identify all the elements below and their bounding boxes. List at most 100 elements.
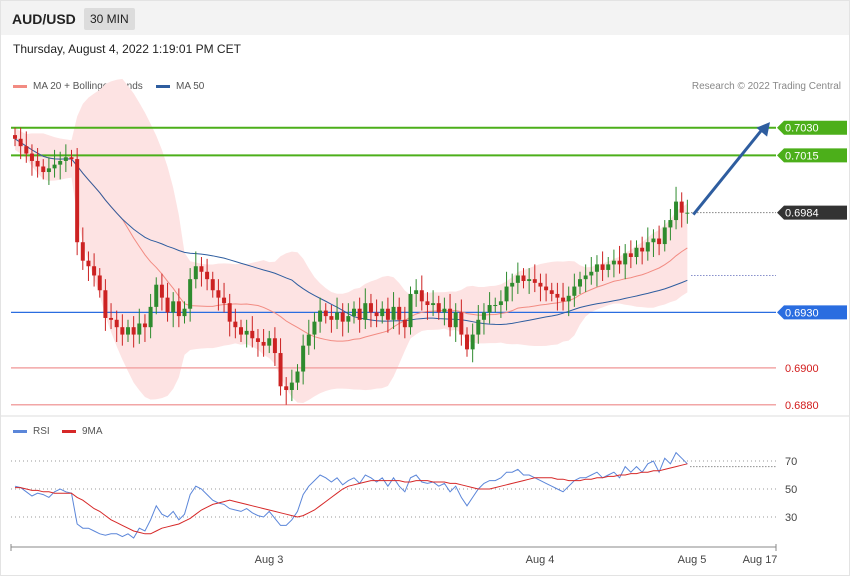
candle [380,301,385,324]
forecast-arrow-head [756,122,770,137]
candle [46,157,51,185]
candle [391,292,396,330]
candle [651,229,656,257]
candle-body [487,305,492,313]
candle [63,144,68,173]
candle [176,288,181,328]
candle [589,257,594,285]
candle [126,319,130,342]
candle-body [272,338,277,354]
candle-body [589,271,594,276]
candle-body [583,275,588,280]
candle-body [227,303,232,322]
candle-body [289,382,294,390]
candle-body [80,242,85,261]
legend-9ma: 9MA [62,426,103,437]
candle-body [515,275,520,283]
candle-body [668,220,673,228]
candle-body [284,386,289,390]
candle [222,282,227,313]
candle-body [419,290,424,302]
level-label: 0.6984 [785,208,819,220]
candle-body [18,138,23,147]
x-tick-label: Aug 5 [678,554,707,566]
candle [572,273,577,307]
candle [148,293,153,339]
legend-rsi-swatch [13,430,27,433]
ma50-line [14,138,688,325]
candle [640,236,645,265]
forecast-arrow [692,122,770,216]
candle-body [346,316,351,322]
candle-body [250,330,255,339]
candle [657,225,662,256]
candle [357,297,362,333]
candle-body [544,286,549,291]
candle [527,268,532,294]
candle [193,251,198,289]
candle [346,303,351,333]
candle-body [679,201,684,213]
candle-body [685,212,690,214]
candle [52,149,57,178]
candle-body [41,166,46,173]
candle-body [46,168,51,173]
candle-body [154,284,159,307]
ma20-line [14,138,688,342]
candle-body [131,327,136,335]
x-tick-label: Aug 4 [526,554,555,566]
copyright: Research © 2022 Trading Central [691,81,841,92]
candle [583,264,588,293]
candle-body [97,275,102,291]
candle-body [442,308,447,313]
candle [340,303,345,337]
candle [233,308,238,339]
candle [414,279,419,307]
rsi-line [14,451,688,539]
candle [532,264,537,293]
candle [103,279,108,331]
candle [131,316,136,348]
candle-body [510,282,515,287]
candle [142,314,147,342]
candle [289,369,294,402]
candle-body [69,157,74,160]
candle [75,148,80,256]
candle [227,293,232,337]
candle-body [385,308,390,320]
level-label: 0.6900 [785,363,819,375]
candle-body [137,323,142,335]
candle-body [188,279,193,309]
candle-body [425,301,430,306]
legend-ma50-label: MA 50 [176,81,205,92]
candle [335,297,340,330]
candle [555,282,560,311]
candle-body [555,293,560,298]
candle [255,329,260,357]
candle [205,258,210,291]
candle-body [572,286,577,296]
candle-body [75,159,80,243]
candle [566,286,571,317]
candle-body [63,157,68,161]
candle-body [504,286,509,302]
candle [645,227,650,261]
timeframe-badge[interactable]: 30 MIN [84,8,135,30]
candle [80,227,85,270]
candle [538,273,543,302]
level-label-bg [777,205,847,220]
candle [448,293,453,337]
candle [442,297,447,326]
candle [363,288,368,330]
candle [561,282,566,311]
candle [13,127,17,147]
candle [662,220,667,252]
candle-body [13,135,17,139]
candle-body [171,301,176,313]
candle-body [662,227,667,245]
candle-body [374,312,379,317]
candle [436,295,441,320]
instrument-title: AUD/USD [12,11,76,27]
candle [459,299,464,346]
candle [623,244,628,280]
